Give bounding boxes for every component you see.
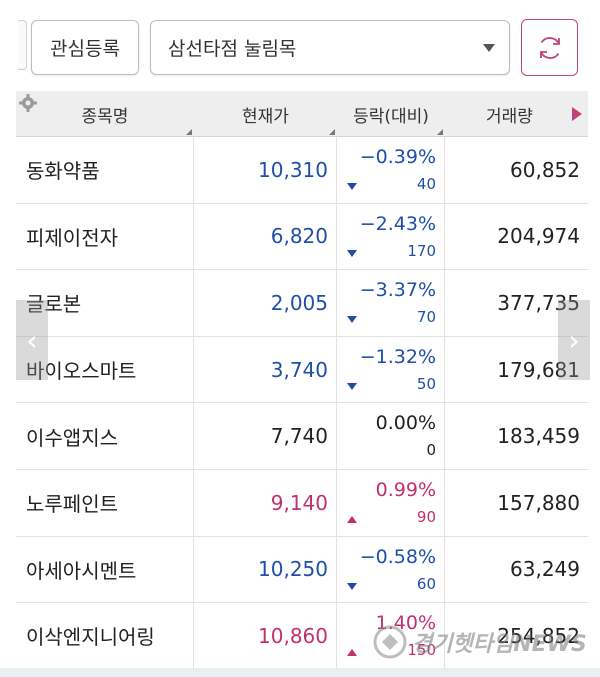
current-price: 3,740 <box>194 336 337 403</box>
watermark-text: 경기헷타임NEWS <box>412 632 587 657</box>
change-amount: 70 <box>416 308 436 327</box>
current-price: 2,005 <box>194 270 337 336</box>
direction-icon <box>347 249 357 257</box>
table-row[interactable]: 이수앱지스 7,740 0.00% 0 183,459 <box>16 403 588 470</box>
direction-icon <box>347 382 357 390</box>
column-header-price[interactable]: 현재가 <box>194 91 337 137</box>
prev-page-button[interactable]: ‹ <box>16 300 48 380</box>
next-page-button[interactable]: › <box>558 300 590 380</box>
volume: 63,249 <box>510 557 580 582</box>
change-amount: 90 <box>416 507 436 526</box>
change-cell: −2.43% 170 <box>337 203 445 270</box>
table-row[interactable]: 피제이전자 6,820 −2.43% 170 204,974 <box>16 203 588 271</box>
change-percent: 0.00% <box>375 412 436 435</box>
column-header-change[interactable]: 등락(대비) <box>337 91 445 137</box>
chevron-right-icon: › <box>568 323 580 357</box>
gear-icon[interactable] <box>18 93 38 113</box>
volume: 157,880 <box>497 490 580 515</box>
bottom-divider <box>0 668 600 677</box>
volume: 179,681 <box>497 357 580 382</box>
sort-corner-icon <box>329 129 335 135</box>
add-favorite-button[interactable]: 관심등록 <box>31 20 139 75</box>
toolbar: 관심등록 삼선타점 눌림목 <box>0 0 600 90</box>
change-cell: −3.37% 70 <box>337 270 445 336</box>
current-price: 9,140 <box>194 469 337 536</box>
volume: 377,735 <box>497 290 580 315</box>
change-cell: 1.40% 150 <box>337 603 445 669</box>
stock-name: 노루페인트 <box>16 469 194 536</box>
table-row[interactable]: 바이오스마트 3,740 −1.32% 50 179,681 <box>16 336 588 404</box>
current-price: 10,250 <box>194 536 337 603</box>
play-right-icon[interactable] <box>572 107 582 121</box>
change-percent: 1.40% <box>375 612 436 635</box>
drawer-handle[interactable] <box>18 20 27 70</box>
stock-name: 아세아시멘트 <box>16 536 194 603</box>
chevron-left-icon: ‹ <box>26 323 38 357</box>
watchlist-group-value: 삼선타점 눌림목 <box>168 38 297 60</box>
change-percent: −1.32% <box>359 345 436 368</box>
table-row[interactable]: 글로본 2,005 −3.37% 70 377,735 <box>16 270 588 337</box>
change-amount: 150 <box>407 641 436 660</box>
column-header-name[interactable]: 종목명 <box>16 91 194 137</box>
current-price: 10,310 <box>194 137 337 203</box>
refresh-button[interactable] <box>521 19 578 76</box>
stock-name: 이수앱지스 <box>16 403 194 469</box>
direction-icon <box>347 183 357 190</box>
stock-table: 동화약품 10,310 −0.39% 40 60,852 피제이전자 6,820… <box>16 137 588 670</box>
stock-name: 바이오스마트 <box>16 336 194 403</box>
chevron-down-icon <box>483 44 495 52</box>
news-watermark: 경기헷타임NEWS <box>372 622 587 662</box>
stock-name: 피제이전자 <box>16 203 194 270</box>
table-header: 종목명 현재가 등락(대비) 거래량 <box>16 91 588 137</box>
change-amount: 40 <box>416 175 436 193</box>
watchlist-group-select[interactable]: 삼선타점 눌림목 <box>150 20 510 75</box>
sort-corner-icon <box>437 129 443 135</box>
column-header-label: 종목명 <box>81 106 129 127</box>
watermark-logo-icon <box>373 625 407 659</box>
change-percent: −0.58% <box>359 545 436 568</box>
change-cell: −1.32% 50 <box>337 336 445 403</box>
column-header-volume[interactable]: 거래량 <box>445 91 588 137</box>
table-row[interactable]: 이삭엔지니어링 10,860 1.40% 150 254,852 <box>16 603 588 670</box>
table-row[interactable]: 노루페인트 9,140 0.99% 90 157,880 <box>16 469 588 537</box>
volume: 204,974 <box>497 224 580 249</box>
volume: 254,852 <box>497 623 580 648</box>
column-header-label: 현재가 <box>242 106 289 127</box>
current-price: 6,820 <box>194 203 337 270</box>
current-price: 7,740 <box>194 403 337 469</box>
change-cell: 0.99% 90 <box>337 469 445 536</box>
change-percent: −3.37% <box>359 279 436 302</box>
direction-icon <box>347 582 357 590</box>
table-row[interactable]: 아세아시멘트 10,250 −0.58% 60 63,249 <box>16 536 588 604</box>
direction-icon <box>347 515 357 523</box>
change-percent: 0.99% <box>375 478 436 501</box>
change-percent: −2.43% <box>359 212 436 235</box>
volume: 60,852 <box>510 157 580 182</box>
stock-name: 이삭엔지니어링 <box>16 603 194 669</box>
change-cell: −0.58% 60 <box>337 536 445 603</box>
column-header-label: 거래량 <box>486 106 533 127</box>
volume: 183,459 <box>497 424 580 449</box>
change-amount: 170 <box>407 241 436 260</box>
change-amount: 50 <box>416 374 436 393</box>
change-amount: 0 <box>426 441 436 460</box>
sort-corner-icon <box>186 129 192 135</box>
direction-icon <box>347 316 357 324</box>
change-cell: 0.00% 0 <box>337 403 445 469</box>
column-header-label: 등락(대비) <box>353 106 429 127</box>
change-percent: −0.39% <box>359 146 436 168</box>
current-price: 10,860 <box>194 603 337 669</box>
stock-name: 동화약품 <box>16 137 194 203</box>
refresh-icon <box>539 36 560 59</box>
direction-icon <box>347 649 357 657</box>
table-row[interactable]: 동화약품 10,310 −0.39% 40 60,852 <box>16 137 588 204</box>
stock-name: 글로본 <box>16 270 194 336</box>
change-amount: 60 <box>416 574 436 593</box>
change-cell: −0.39% 40 <box>337 137 445 203</box>
